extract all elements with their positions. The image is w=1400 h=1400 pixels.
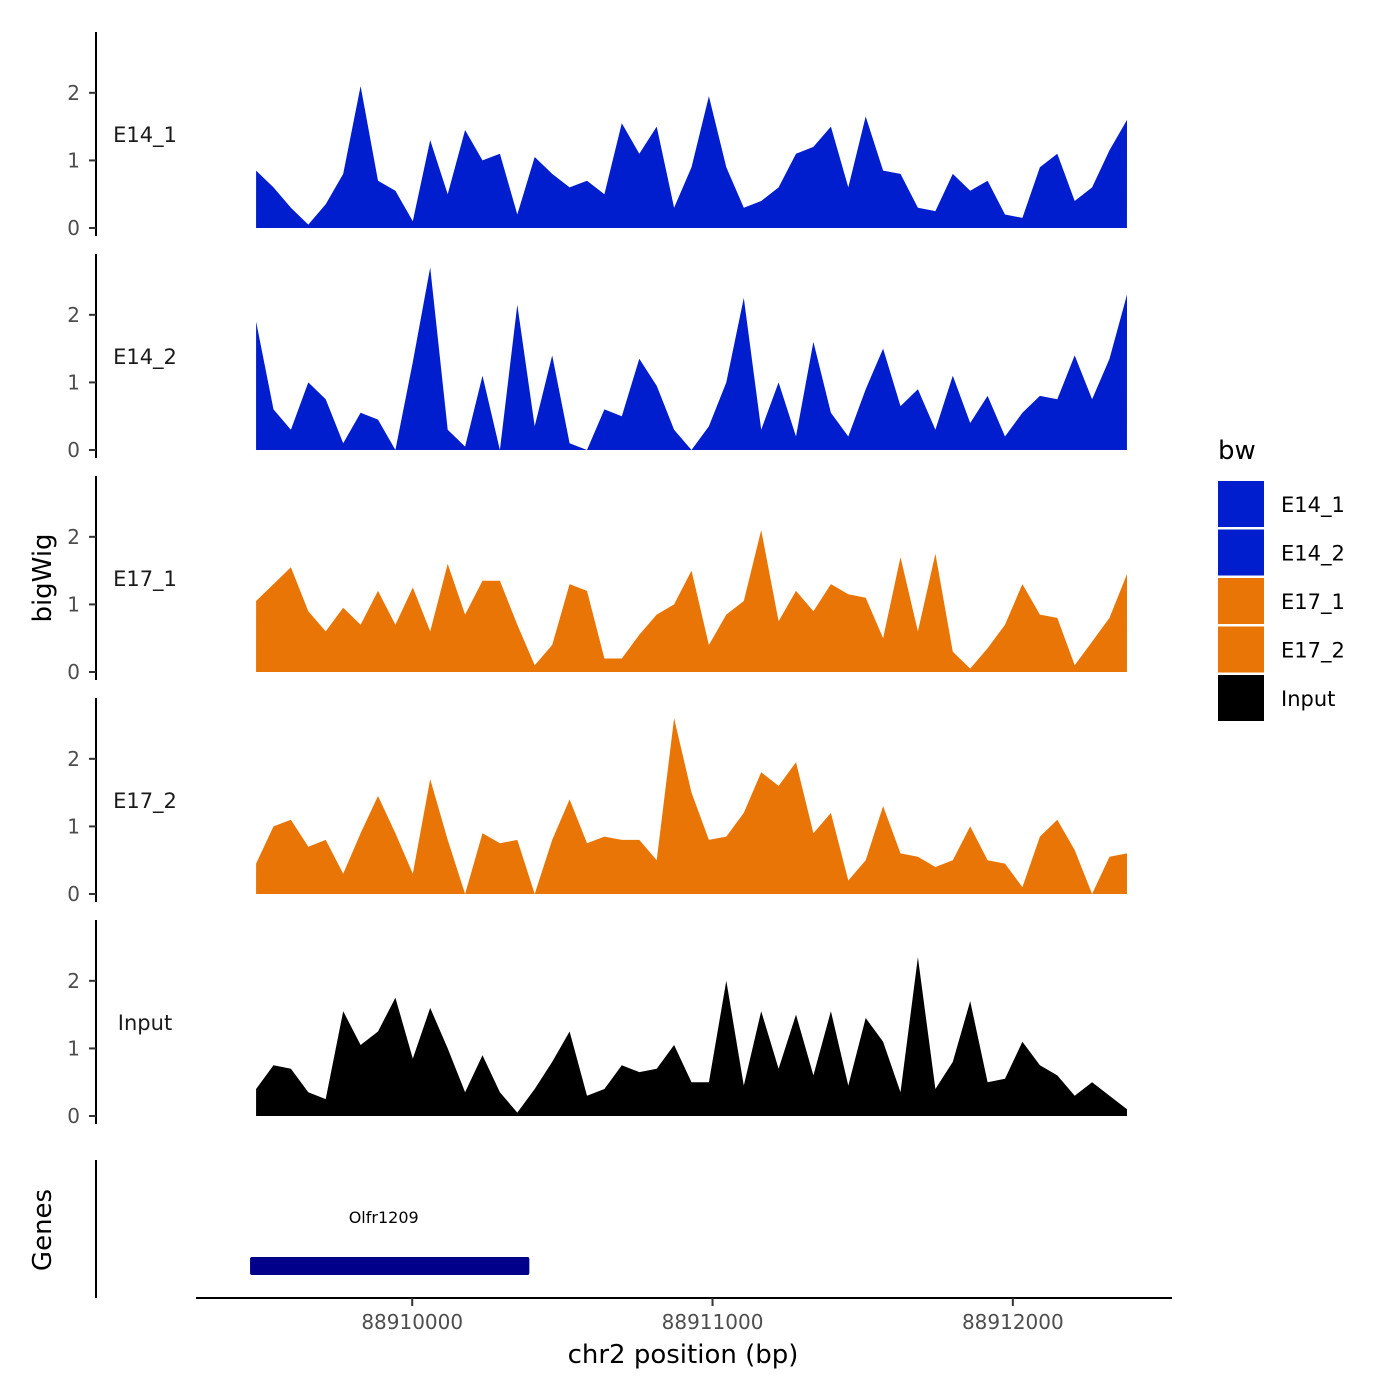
- x-axis-title: chr2 position (bp): [568, 1340, 799, 1370]
- legend-label-Input: Input: [1281, 687, 1335, 711]
- y-tick-label: 2: [67, 969, 80, 993]
- legend-label-E14_1: E14_1: [1281, 493, 1345, 518]
- y-tick-label: 1: [67, 148, 80, 172]
- legend-swatch-E17_2: [1218, 626, 1264, 673]
- signal-area-E17_1: [256, 530, 1127, 672]
- legend-label-E14_2: E14_2: [1281, 542, 1345, 567]
- legend-swatch-E17_1: [1218, 578, 1264, 624]
- x-tick-label: 88911000: [662, 1310, 764, 1334]
- y-tick-label: 0: [67, 660, 80, 684]
- y-tick-label: 0: [67, 438, 80, 462]
- track-label-E14_1: E14_1: [113, 123, 177, 148]
- track-label-E17_2: E17_2: [113, 789, 177, 814]
- legend-label-E17_2: E17_2: [1281, 639, 1345, 664]
- y-axis-title: bigWig: [28, 533, 58, 622]
- y-tick-label: 2: [67, 303, 80, 327]
- gene-label-Olfr1209: Olfr1209: [349, 1208, 419, 1227]
- legend-swatch-Input: [1218, 675, 1264, 721]
- x-tick-label: 88912000: [962, 1310, 1064, 1334]
- legend: bw E14_1 E14_2 E17_1 E17_2 Input: [1218, 436, 1345, 721]
- legend-swatch-E14_1: [1218, 481, 1264, 527]
- signal-panels: 0 1 2 E14_1 0 1 2 E14_2 0 1 2 E17_1 0 1 2 E17_2 0 1 2 Input: [67, 32, 1127, 1128]
- signal-area-E17_2: [256, 718, 1127, 894]
- track-label-E14_2: E14_2: [113, 345, 177, 370]
- x-tick-label: 88910000: [361, 1310, 463, 1334]
- legend-swatch-E14_2: [1218, 529, 1264, 576]
- y-tick-label: 0: [67, 882, 80, 906]
- y-tick-label: 2: [67, 525, 80, 549]
- panel-E14_2: 0 1 2 E14_2: [67, 254, 1127, 462]
- y-tick-label: 0: [67, 1104, 80, 1128]
- track-label-E17_1: E17_1: [113, 567, 177, 592]
- y-tick-label: 1: [67, 370, 80, 394]
- gene-track: Genes Olfr1209: [28, 1160, 530, 1298]
- panel-E14_1: 0 1 2 E14_1: [67, 32, 1127, 240]
- y-tick-label: 1: [67, 814, 80, 838]
- y-tick-label: 0: [67, 216, 80, 240]
- signal-area-E14_1: [256, 86, 1127, 228]
- legend-title: bw: [1218, 436, 1256, 466]
- panel-E17_1: 0 1 2 E17_1: [67, 476, 1127, 684]
- y-tick-label: 2: [67, 81, 80, 105]
- y-tick-label: 1: [67, 1036, 80, 1060]
- x-axis: chr2 position (bp) 88910000 88911000 88912…: [196, 1297, 1172, 1370]
- gene-track-title: Genes: [28, 1189, 58, 1271]
- panel-E17_2: 0 1 2 E17_2: [67, 698, 1127, 906]
- panel-Input: 0 1 2 Input: [67, 920, 1127, 1128]
- y-tick-label: 1: [67, 592, 80, 616]
- track-label-Input: Input: [118, 1011, 172, 1035]
- signal-area-E14_2: [256, 267, 1127, 450]
- signal-area-Input: [256, 957, 1127, 1116]
- legend-label-E17_1: E17_1: [1281, 590, 1345, 615]
- y-tick-label: 2: [67, 747, 80, 771]
- gene-bar-Olfr1209: [250, 1257, 530, 1275]
